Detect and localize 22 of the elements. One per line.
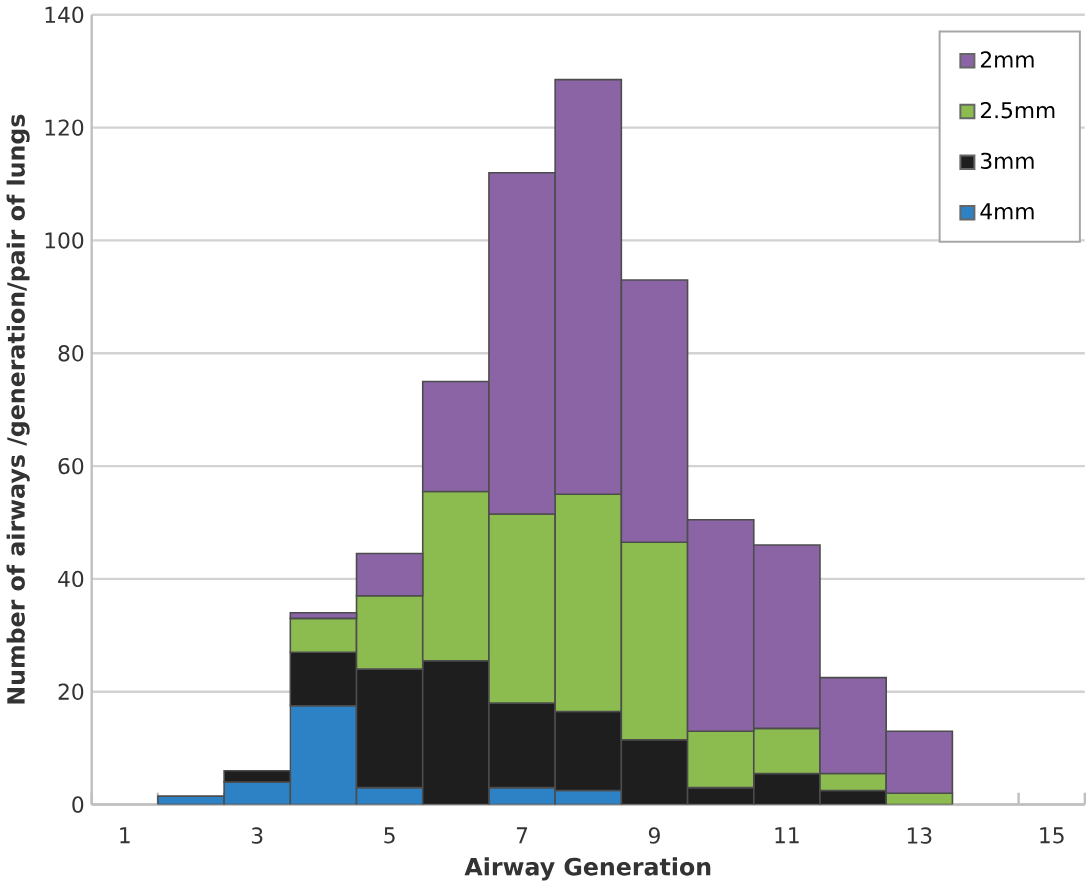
y-tick-label: 140	[45, 6, 84, 23]
y-tick-label: 100	[45, 232, 84, 249]
y-tick-label: 20	[58, 683, 84, 700]
x-tick-label: 9	[648, 827, 660, 844]
x-tick-label: 1	[120, 827, 130, 844]
x-tick-label: 15	[1040, 827, 1064, 844]
y-tick-label: 80	[58, 345, 84, 362]
legend-label: 2mm	[980, 51, 1034, 68]
y-axis-title: Number of airways /generation/pair of lungs	[6, 114, 30, 704]
x-tick-label: 3	[251, 827, 263, 844]
legend-label: 2.5mm	[980, 102, 1055, 119]
x-axis-title: Airway Generation	[464, 857, 711, 881]
x-tick-label: 7	[516, 827, 528, 844]
x-tick-label: 13	[907, 827, 932, 844]
y-tick-label: 60	[58, 457, 84, 475]
y-tick-label: 120	[45, 119, 84, 136]
x-tick-label: 5	[384, 827, 395, 844]
legend-label: 3mm	[980, 152, 1034, 170]
legend-label: 4mm	[980, 203, 1034, 220]
y-tick-label: 0	[72, 796, 84, 813]
y-tick-label: 40	[58, 570, 84, 588]
x-tick-label: 11	[775, 827, 799, 844]
